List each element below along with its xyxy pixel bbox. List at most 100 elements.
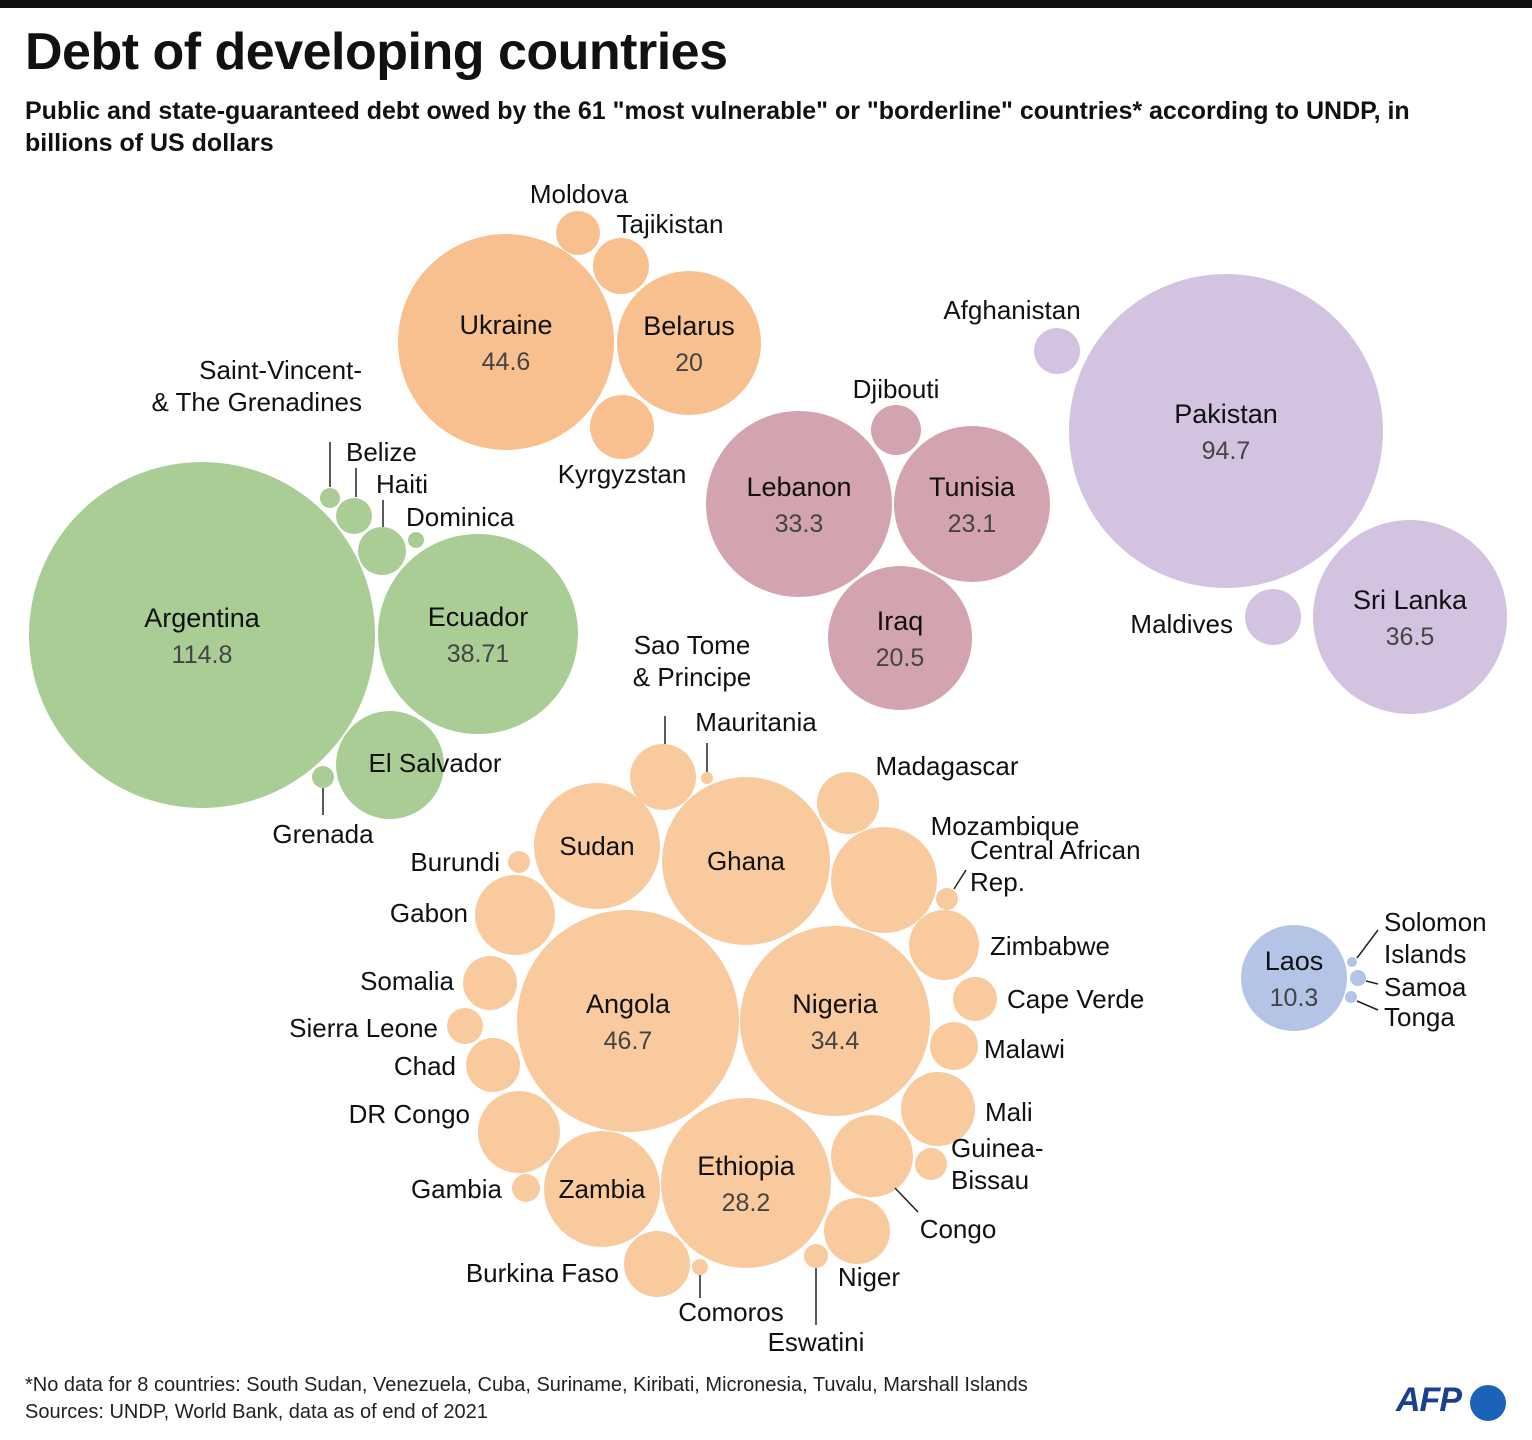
label-gambia: Gambia bbox=[411, 1174, 503, 1204]
afp-logo-dot bbox=[1470, 1385, 1506, 1421]
bubble-comoros bbox=[692, 1259, 708, 1275]
bubble-belarus bbox=[617, 271, 761, 415]
value-iraq: 20.5 bbox=[876, 644, 925, 672]
bubble-gambia bbox=[512, 1174, 540, 1202]
bubble-lebanon bbox=[706, 411, 892, 597]
label-guinea-bissau: Guinea-Bissau bbox=[951, 1133, 1044, 1195]
label-dominica: Dominica bbox=[406, 502, 515, 532]
label-somalia: Somalia bbox=[360, 966, 454, 996]
label-djibouti: Djibouti bbox=[853, 374, 940, 404]
label-iraq: Iraq bbox=[877, 606, 924, 636]
bubble-sao-tome-principe bbox=[630, 744, 696, 810]
bubble-chad bbox=[466, 1038, 520, 1092]
leader-solomon-islands bbox=[1356, 929, 1379, 959]
bubble-zimbabwe bbox=[909, 910, 979, 980]
bubble-zambia bbox=[544, 1131, 660, 1247]
bubble-tunisia bbox=[894, 426, 1050, 582]
bubble-solomon-islands bbox=[1347, 957, 1357, 967]
label-belarus: Belarus bbox=[643, 311, 735, 341]
label-mali: Mali bbox=[985, 1097, 1033, 1127]
label-sierra-leone: Sierra Leone bbox=[289, 1013, 438, 1043]
bubble-argentina bbox=[29, 462, 375, 808]
bubble-tajikistan bbox=[593, 238, 649, 294]
bubble-niger bbox=[824, 1198, 890, 1264]
bubble-iraq bbox=[828, 566, 972, 710]
label-madagascar: Madagascar bbox=[875, 751, 1018, 781]
bubble-sudan bbox=[534, 783, 660, 909]
label-burkina-faso: Burkina Faso bbox=[466, 1258, 619, 1288]
bubble-guinea-bissau bbox=[915, 1148, 947, 1180]
label-mauritania: Mauritania bbox=[695, 707, 817, 737]
label-sudan: Sudan bbox=[559, 831, 634, 861]
label-lebanon: Lebanon bbox=[746, 472, 851, 502]
bubble-mali bbox=[901, 1072, 975, 1146]
label-burundi: Burundi bbox=[410, 847, 500, 877]
label-saint-vincent-the-grenadines: Saint-Vincent-& The Grenadines bbox=[151, 355, 362, 417]
bubble-gabon bbox=[475, 875, 555, 955]
bubble-angola bbox=[517, 910, 739, 1132]
bubble-dr-congo bbox=[478, 1091, 560, 1173]
labels-layer: Argentina 114.8 Ecuador 38.71 El Salvador Sai… bbox=[144, 179, 1486, 1357]
value-argentina: 114.8 bbox=[172, 641, 233, 669]
bubble-grenada bbox=[312, 766, 334, 788]
label-congo: Congo bbox=[920, 1214, 997, 1244]
label-sao-tome-principe: Sao Tome & Principe bbox=[633, 630, 752, 692]
label-gabon: Gabon bbox=[390, 898, 468, 928]
label-belize: Belize bbox=[346, 437, 417, 467]
chart-subtitle: Public and state-guaranteed debt owed by… bbox=[25, 97, 1410, 157]
bubble-maldives bbox=[1245, 589, 1301, 645]
label-maldives: Maldives bbox=[1130, 609, 1233, 639]
bubble-kyrgyzstan bbox=[590, 395, 654, 459]
bubble-ethiopia bbox=[661, 1098, 831, 1268]
label-el-salvador: El Salvador bbox=[369, 748, 502, 778]
value-laos: 10.3 bbox=[1270, 984, 1319, 1012]
leader-tonga bbox=[1356, 1000, 1379, 1011]
label-central-african-rep: Central African Rep. bbox=[970, 835, 1141, 897]
label-chad: Chad bbox=[394, 1051, 456, 1081]
label-ukraine: Ukraine bbox=[459, 310, 552, 340]
value-ecuador: 38.71 bbox=[447, 640, 510, 668]
bubble-ukraine bbox=[398, 234, 614, 450]
label-nigeria: Nigeria bbox=[792, 989, 879, 1019]
label-ecuador: Ecuador bbox=[428, 602, 529, 632]
value-ethiopia: 28.2 bbox=[722, 1189, 771, 1217]
value-sri-lanka: 36.5 bbox=[1386, 623, 1435, 651]
bubble-afghanistan bbox=[1034, 328, 1080, 374]
value-ukraine: 44.6 bbox=[482, 348, 531, 376]
label-haiti: Haiti bbox=[376, 469, 428, 499]
value-lebanon: 33.3 bbox=[775, 510, 824, 538]
label-kyrgyzstan: Kyrgyzstan bbox=[558, 459, 687, 489]
value-pakistan: 94.7 bbox=[1202, 437, 1251, 465]
leader-central-african-rep bbox=[953, 869, 967, 890]
footnote-block: *No data for 8 countries: South Sudan, V… bbox=[25, 1372, 1028, 1426]
label-sri-lanka: Sri Lanka bbox=[1353, 585, 1468, 615]
label-comoros: Comoros bbox=[678, 1297, 783, 1327]
bubble-somalia bbox=[463, 956, 517, 1010]
leader-lines-layer bbox=[322, 442, 1379, 1325]
bubble-nigeria bbox=[740, 926, 930, 1116]
bubble-pakistan bbox=[1069, 274, 1383, 588]
bubble-mozambique bbox=[831, 827, 937, 933]
bubble-djibouti bbox=[871, 405, 921, 455]
bubble-eswatini bbox=[804, 1244, 828, 1268]
bubble-mauritania bbox=[701, 772, 713, 784]
bubble-sri-lanka bbox=[1313, 520, 1507, 714]
label-tajikistan: Tajikistan bbox=[617, 209, 724, 239]
bubble-cape-verde bbox=[953, 977, 997, 1021]
chart-title: Debt of developing countries bbox=[25, 23, 728, 81]
bubble-sierra-leone bbox=[447, 1008, 483, 1044]
label-angola: Angola bbox=[586, 989, 671, 1019]
label-moldova: Moldova bbox=[530, 179, 629, 209]
label-niger: Niger bbox=[838, 1262, 900, 1292]
label-zambia: Zambia bbox=[559, 1174, 646, 1204]
label-tonga: Tonga bbox=[1384, 1002, 1455, 1032]
bubble-laos bbox=[1241, 925, 1347, 1031]
bubble-el-salvador bbox=[336, 711, 444, 819]
leader-samoa bbox=[1365, 980, 1379, 985]
bubble-tonga bbox=[1345, 991, 1357, 1003]
bubbles-layer bbox=[29, 211, 1507, 1297]
label-laos: Laos bbox=[1265, 946, 1324, 976]
bubble-moldova bbox=[556, 211, 600, 255]
bubble-congo bbox=[831, 1115, 913, 1197]
